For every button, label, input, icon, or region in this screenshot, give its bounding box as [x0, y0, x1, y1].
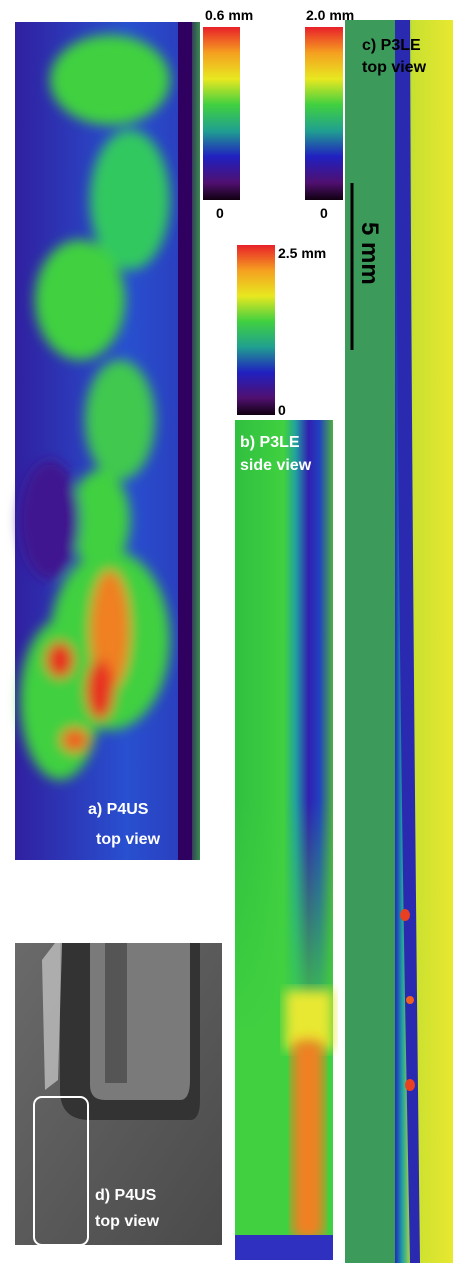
panel-label: side view [240, 457, 312, 474]
colorbar-max: 0.6 mm [205, 7, 253, 23]
panel-label: top view [95, 1213, 160, 1230]
colorbar [237, 245, 275, 415]
panel-label: d) P4US [95, 1187, 157, 1204]
panel-label: b) P3LE [240, 434, 300, 451]
colorbar-min: 0 [320, 205, 328, 221]
panel-c [345, 20, 453, 1263]
panel-label: top view [362, 59, 427, 76]
colorbar-max: 2.0 mm [306, 7, 354, 23]
colorbar-min: 0 [278, 402, 286, 418]
colorbar [203, 27, 240, 200]
colorbar [305, 27, 343, 200]
colorbar-min: 0 [216, 205, 224, 221]
panel-label: top view [96, 831, 161, 848]
panel-label: a) P4US [88, 801, 149, 818]
scale-label: 5 mm [356, 222, 383, 285]
panel-d [15, 943, 222, 1246]
colorbar-max: 2.5 mm [278, 245, 326, 261]
panel-a [15, 22, 200, 860]
panel-label: c) P3LE [362, 37, 421, 54]
panel-b [235, 420, 333, 1260]
